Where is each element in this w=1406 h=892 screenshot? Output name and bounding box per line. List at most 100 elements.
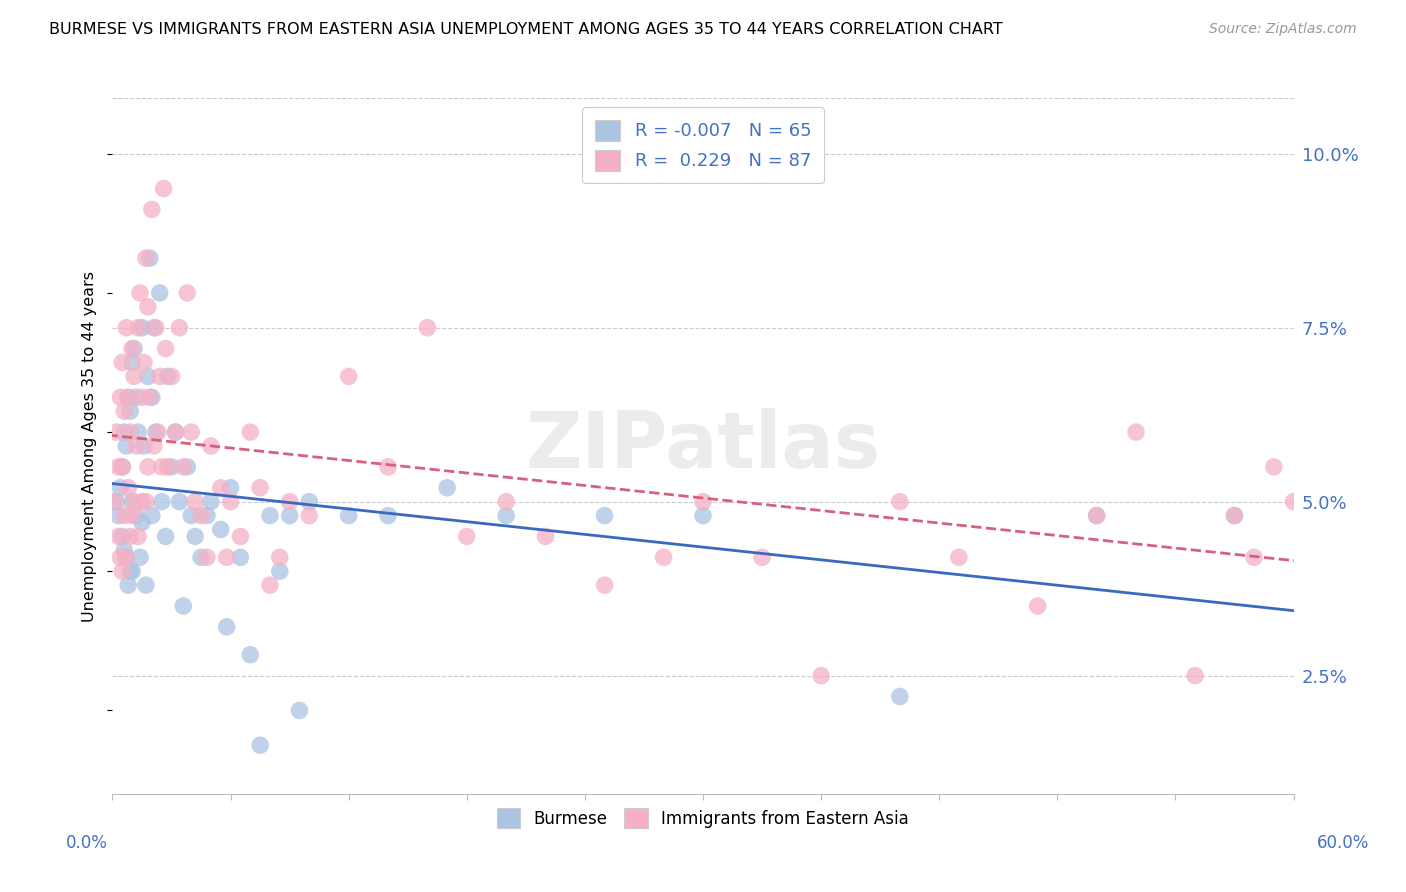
Point xyxy=(160,459,183,474)
Point xyxy=(117,578,139,592)
Point xyxy=(269,564,291,578)
Point xyxy=(1322,578,1344,592)
Point xyxy=(121,494,143,508)
Point xyxy=(121,508,143,523)
Point xyxy=(190,508,212,523)
Point xyxy=(105,425,128,439)
Point xyxy=(200,439,222,453)
Point xyxy=(111,459,134,474)
Point xyxy=(112,425,135,439)
Point xyxy=(135,578,157,592)
Point xyxy=(141,508,163,523)
Point xyxy=(169,494,191,508)
Point xyxy=(117,481,139,495)
Point xyxy=(132,355,155,369)
Point xyxy=(122,494,145,508)
Point xyxy=(288,703,311,717)
Point xyxy=(1125,425,1147,439)
Point xyxy=(112,508,135,523)
Point xyxy=(156,369,179,384)
Point xyxy=(122,369,145,384)
Point xyxy=(176,459,198,474)
Point xyxy=(120,529,142,543)
Point xyxy=(149,285,172,300)
Point xyxy=(131,494,153,508)
Point xyxy=(200,494,222,508)
Point xyxy=(155,529,177,543)
Point xyxy=(115,320,138,334)
Point xyxy=(125,508,148,523)
Point xyxy=(135,251,157,265)
Point xyxy=(131,320,153,334)
Point xyxy=(103,494,125,508)
Point xyxy=(810,668,832,682)
Point xyxy=(132,439,155,453)
Point xyxy=(165,425,187,439)
Point xyxy=(534,529,557,543)
Point xyxy=(259,578,281,592)
Point xyxy=(337,508,360,523)
Point xyxy=(209,481,232,495)
Point xyxy=(110,481,132,495)
Point xyxy=(136,369,159,384)
Point xyxy=(219,494,242,508)
Point xyxy=(337,369,360,384)
Point xyxy=(139,390,162,404)
Point xyxy=(1085,508,1108,523)
Point xyxy=(195,508,218,523)
Point xyxy=(298,494,321,508)
Point xyxy=(110,550,132,565)
Point xyxy=(131,390,153,404)
Point xyxy=(121,564,143,578)
Point xyxy=(127,529,149,543)
Point xyxy=(239,425,262,439)
Point xyxy=(107,529,129,543)
Point xyxy=(112,543,135,558)
Text: ZIPatlas: ZIPatlas xyxy=(526,408,880,484)
Point xyxy=(1341,508,1364,523)
Point xyxy=(495,494,517,508)
Point xyxy=(184,494,207,508)
Point xyxy=(436,481,458,495)
Point xyxy=(145,425,167,439)
Y-axis label: Unemployment Among Ages 35 to 44 years: Unemployment Among Ages 35 to 44 years xyxy=(82,270,97,622)
Point xyxy=(180,508,202,523)
Point xyxy=(1184,668,1206,682)
Point xyxy=(1381,508,1403,523)
Point xyxy=(120,564,142,578)
Point xyxy=(115,550,138,565)
Point xyxy=(117,390,139,404)
Point xyxy=(229,550,252,565)
Point xyxy=(131,516,153,530)
Point xyxy=(229,529,252,543)
Point xyxy=(141,390,163,404)
Point xyxy=(889,494,911,508)
Point xyxy=(1282,494,1305,508)
Point xyxy=(1223,508,1246,523)
Point xyxy=(115,439,138,453)
Point xyxy=(209,523,232,537)
Point xyxy=(160,369,183,384)
Point xyxy=(692,508,714,523)
Point xyxy=(1243,550,1265,565)
Point xyxy=(172,599,194,613)
Point xyxy=(215,620,238,634)
Point xyxy=(120,404,142,418)
Point xyxy=(125,390,148,404)
Point xyxy=(121,342,143,356)
Point xyxy=(117,390,139,404)
Point xyxy=(121,355,143,369)
Point xyxy=(195,550,218,565)
Point xyxy=(889,690,911,704)
Point xyxy=(495,508,517,523)
Point xyxy=(111,529,134,543)
Point xyxy=(139,251,162,265)
Point xyxy=(298,508,321,523)
Point xyxy=(112,404,135,418)
Point xyxy=(184,529,207,543)
Point xyxy=(111,564,134,578)
Point xyxy=(107,508,129,523)
Point xyxy=(165,425,187,439)
Point xyxy=(125,439,148,453)
Point xyxy=(948,550,970,565)
